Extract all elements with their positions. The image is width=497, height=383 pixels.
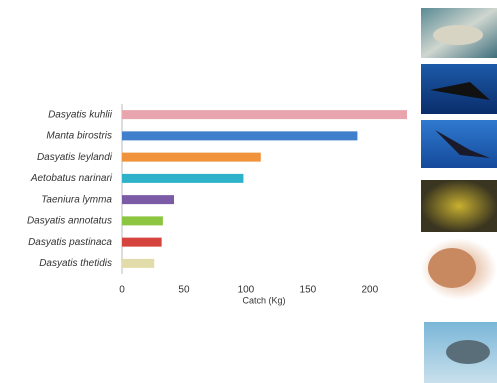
y-tick-label: Taeniura lymma bbox=[41, 194, 112, 205]
photo bbox=[421, 180, 497, 232]
photo-ray bbox=[433, 25, 483, 45]
photo-ray bbox=[428, 248, 476, 288]
bar bbox=[122, 195, 175, 205]
photo-ray bbox=[435, 130, 490, 158]
y-tick-label: Dasyatis leylandi bbox=[37, 152, 113, 163]
y-tick-label: Dasyatis annotatus bbox=[27, 216, 112, 227]
bar bbox=[122, 173, 244, 183]
x-tick-label: 200 bbox=[361, 285, 378, 296]
bar bbox=[122, 152, 261, 162]
x-tick-label: 100 bbox=[238, 285, 255, 296]
x-tick-label: 150 bbox=[300, 285, 317, 296]
x-tick-label: 0 bbox=[119, 285, 125, 296]
y-tick-label: Dasyatis kuhlii bbox=[48, 109, 113, 120]
photos bbox=[421, 8, 497, 383]
bar bbox=[122, 216, 163, 226]
bar bbox=[122, 258, 155, 268]
photo-ray bbox=[430, 82, 490, 100]
y-tick-label: Dasyatis pastinaca bbox=[28, 237, 112, 248]
bar bbox=[122, 131, 358, 141]
y-tick-label: Dasyatis thetidis bbox=[39, 258, 112, 269]
bar bbox=[122, 237, 162, 247]
y-tick-label: Manta birostris bbox=[46, 131, 112, 142]
bar bbox=[122, 110, 407, 120]
x-axis-title: Catch (Kg) bbox=[242, 295, 285, 305]
x-tick-label: 50 bbox=[178, 285, 190, 296]
photo-ray bbox=[446, 340, 490, 364]
y-tick-label: Aetobatus narinari bbox=[30, 173, 113, 184]
